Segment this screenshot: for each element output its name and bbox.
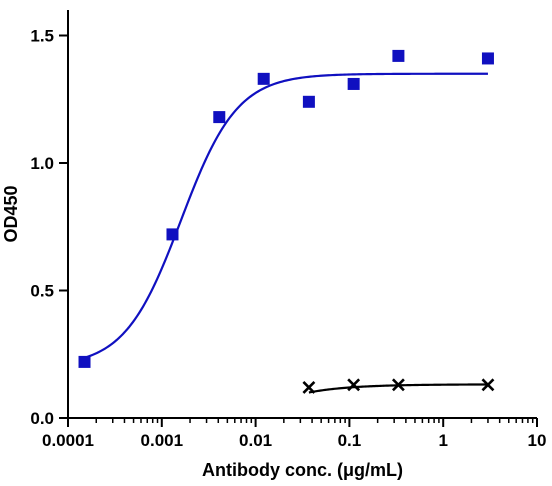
series-2-point: [347, 378, 361, 392]
series-1-point: [392, 49, 405, 62]
x-tick-label: 0.001: [141, 431, 184, 450]
x-tick-label: 10: [528, 431, 547, 450]
x-tick-label: 0.01: [239, 431, 272, 450]
y-axis-ticks: 0.0 0.5 1.0 1.5: [30, 27, 68, 428]
y-axis-title: OD450: [1, 185, 21, 242]
y-tick-label: 0.0: [30, 409, 54, 428]
axes: [67, 10, 537, 419]
x-axis-title: Antibody conc. (μg/mL): [202, 460, 403, 480]
cross-stroke: [481, 378, 495, 392]
series-1-point: [347, 77, 360, 90]
cross-stroke: [391, 378, 405, 392]
series-1-fit-curve: [84, 72, 488, 359]
cross-stroke: [302, 380, 316, 394]
y-tick-label: 1.0: [30, 154, 54, 173]
series-1-point: [302, 95, 315, 108]
series-2-point: [481, 378, 495, 392]
series-2-point: [302, 380, 316, 394]
series-1-point: [78, 355, 91, 368]
y-tick-label: 1.5: [30, 27, 54, 46]
x-axis-ticks: 0.0001 0.001 0.01 0.1 1 10: [42, 418, 546, 450]
series-1-point: [166, 228, 179, 241]
x-tick-label: 0.1: [338, 431, 362, 450]
series-1-point: [213, 111, 226, 124]
cross-stroke: [347, 378, 361, 392]
plot-area: [78, 49, 495, 394]
y-tick-label: 0.5: [30, 282, 54, 301]
series-1-point: [257, 72, 270, 85]
x-tick-label: 0.0001: [42, 431, 94, 450]
series-2-point: [391, 378, 405, 392]
series-1-point: [481, 52, 494, 65]
x-tick-label: 1: [438, 431, 447, 450]
